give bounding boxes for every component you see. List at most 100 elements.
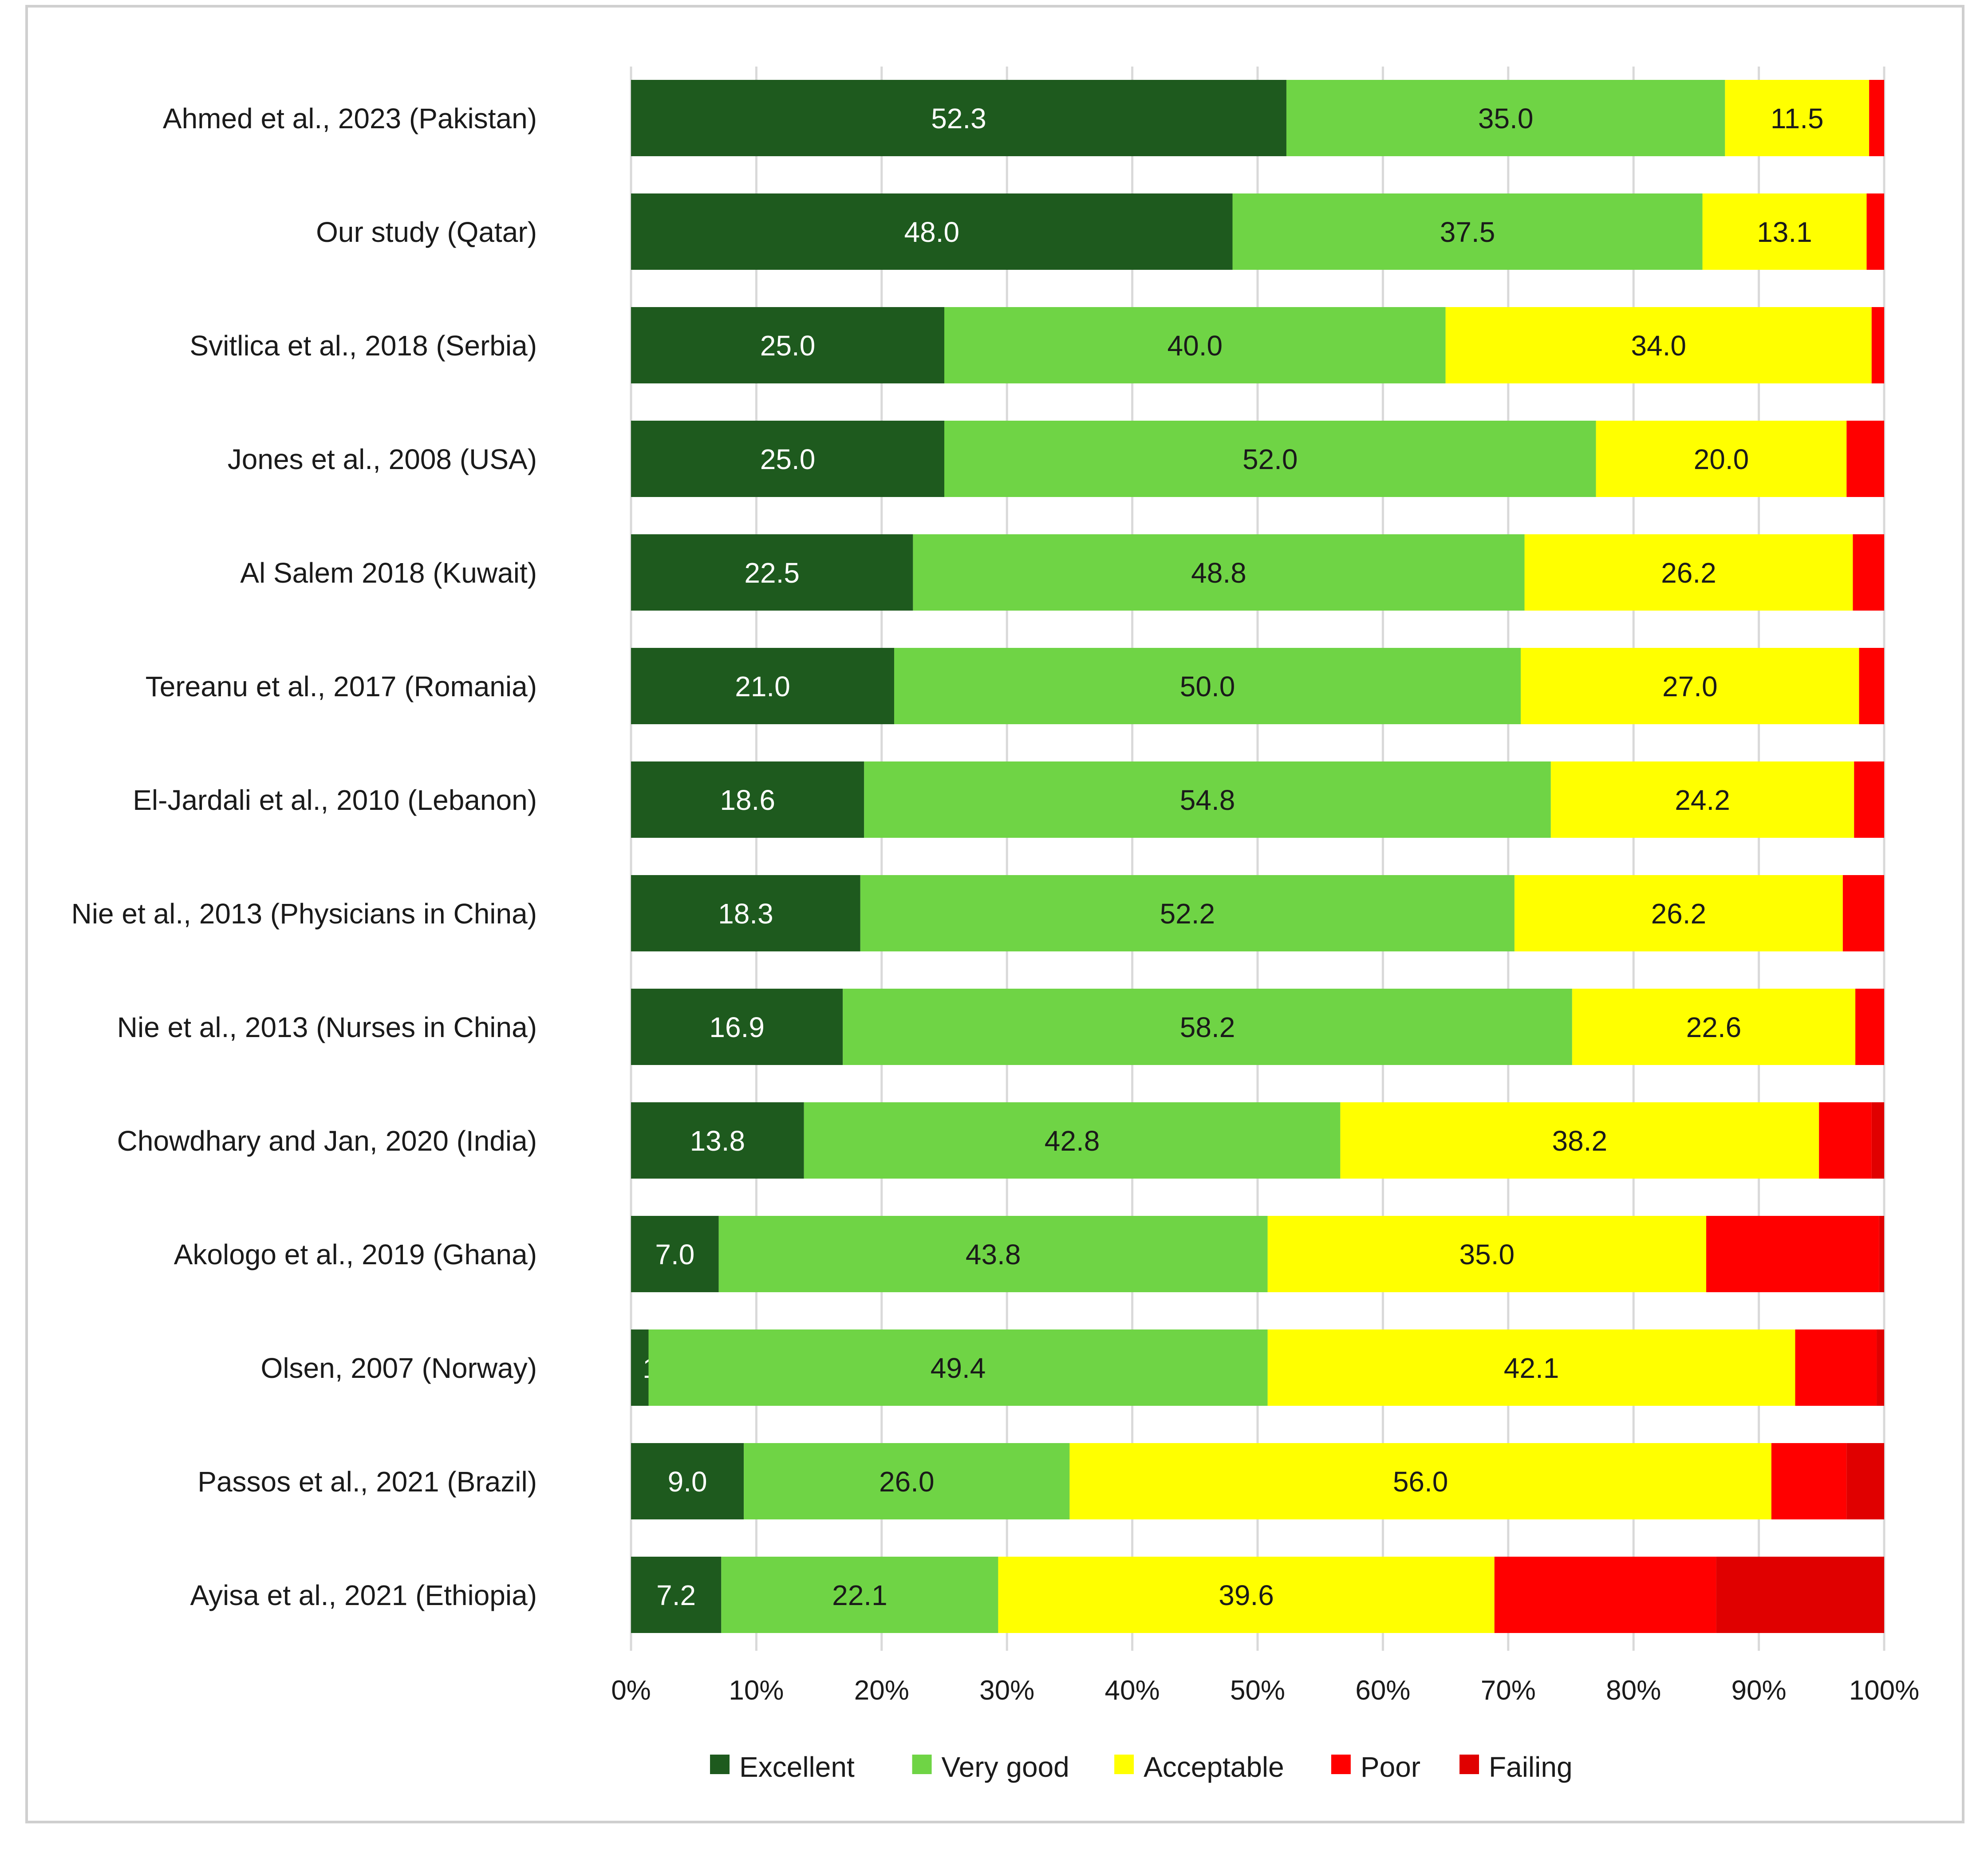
- bar-segment-poor: [1706, 1216, 1879, 1292]
- bar-row: 18.3 52.2 26.2: [631, 875, 1884, 951]
- bar-segment-acceptable: [998, 1557, 1495, 1633]
- bar-segment-acceptable: [1550, 761, 1854, 838]
- data-label: 58.2: [1180, 1011, 1235, 1043]
- legend-label: Very good: [942, 1751, 1069, 1783]
- category-label: Our study (Qatar): [316, 216, 537, 248]
- x-tick-label: 0%: [611, 1675, 651, 1706]
- bar-segment-excellent: [631, 80, 1286, 156]
- legend: Excellent Very good Acceptable Poor Failing: [710, 1751, 1573, 1783]
- category-label: Ahmed et al., 2023 (Pakistan): [163, 103, 537, 134]
- bar-segment-poor: [1869, 80, 1884, 156]
- data-label: 35.0: [1478, 103, 1534, 134]
- bar-segment-acceptable: [1267, 1216, 1706, 1292]
- data-label: 7.0: [655, 1239, 694, 1270]
- category-label: Jones et al., 2008 (USA): [228, 443, 537, 475]
- bar-segment-very-good: [744, 1443, 1070, 1519]
- legend-item: Acceptable: [1114, 1751, 1284, 1783]
- data-label: 38.2: [1552, 1125, 1607, 1157]
- data-label: 26.2: [1651, 898, 1707, 930]
- data-label: 40.0: [1168, 330, 1223, 362]
- data-label: 52.2: [1160, 898, 1215, 930]
- category-label: Passos et al., 2021 (Brazil): [197, 1466, 537, 1498]
- category-label: Olsen, 2007 (Norway): [261, 1352, 537, 1384]
- bar-row: 25.0 40.0 34.0: [631, 307, 1884, 383]
- data-label: 56.0: [1393, 1466, 1448, 1498]
- bar-segment-very-good: [648, 1329, 1268, 1406]
- bar-segment-acceptable: [1340, 1102, 1819, 1179]
- bar-segment-excellent: [631, 1557, 722, 1633]
- bar-segment-acceptable: [1445, 307, 1872, 383]
- bar-segment-acceptable: [1702, 193, 1867, 270]
- bar-segment-poor: [1494, 1557, 1716, 1633]
- bar-row: 16.9 58.2 22.6: [631, 989, 1884, 1065]
- legend-item: Failing: [1459, 1751, 1573, 1783]
- bar-segment-poor: [1846, 421, 1884, 497]
- data-label: 49.4: [931, 1352, 986, 1384]
- bar-segment-poor: [1842, 875, 1884, 951]
- x-axis-tick-labels: 0% 10% 20% 30% 40% 50% 60% 70% 80% 90% 100%: [611, 1675, 1919, 1706]
- bar-row: 22.5 48.8 26.2: [631, 534, 1884, 611]
- bar-segment-acceptable: [1521, 648, 1859, 724]
- x-tick-label: 70%: [1481, 1675, 1536, 1706]
- data-label: 25.0: [760, 443, 816, 475]
- data-label: 52.0: [1242, 443, 1298, 475]
- bar-segment-very-good: [718, 1216, 1268, 1292]
- bar-segment-poor: [1855, 989, 1884, 1065]
- data-label: 26.2: [1661, 557, 1716, 589]
- legend-swatch: [710, 1755, 730, 1774]
- bar-segment-very-good: [1232, 193, 1703, 270]
- category-label: Nie et al., 2013 (Physicians in China): [71, 898, 537, 930]
- bar-segment-acceptable: [1514, 875, 1843, 951]
- x-tick-label: 60%: [1355, 1675, 1410, 1706]
- bar-row: 7.2 22.1 39.6: [631, 1557, 1884, 1633]
- data-label: 7.2: [656, 1579, 696, 1611]
- bar-segment-excellent: [631, 193, 1233, 270]
- category-label: Svitlica et al., 2018 (Serbia): [189, 330, 537, 362]
- data-label: 9.0: [668, 1466, 707, 1498]
- legend-swatch: [1331, 1755, 1351, 1774]
- data-label: 42.1: [1504, 1352, 1559, 1384]
- data-label: 39.6: [1219, 1579, 1274, 1611]
- data-label: 20.0: [1694, 443, 1749, 475]
- bar-segment-excellent: [631, 1443, 744, 1519]
- data-label: 54.8: [1180, 784, 1235, 816]
- bar-segment-excellent: [631, 421, 944, 497]
- legend-swatch: [912, 1755, 932, 1774]
- category-label: Tereanu et al., 2017 (Romania): [146, 671, 537, 702]
- bar-segment-acceptable: [1069, 1443, 1771, 1519]
- bar-segment-excellent: [631, 534, 913, 611]
- data-label: 27.0: [1662, 671, 1718, 702]
- bar-segment-failing: [1716, 1557, 1884, 1633]
- bar-row: 48.0 37.5 13.1: [631, 193, 1884, 270]
- x-tick-label: 90%: [1732, 1675, 1787, 1706]
- bar-segment-very-good: [864, 761, 1551, 838]
- bar-segment-failing: [1879, 1216, 1884, 1292]
- bar-segment-excellent: [631, 989, 843, 1065]
- data-label: 22.5: [744, 557, 800, 589]
- legend-label: Excellent: [739, 1751, 855, 1783]
- bar-segment-failing: [1846, 1443, 1884, 1519]
- bars: 52.3 35.0 11.5 48.0 37.5 13.1 25.0 40.0 34.0 25.0…: [631, 80, 1884, 1633]
- bar-segment-poor: [1853, 534, 1884, 611]
- data-label: 35.0: [1459, 1239, 1515, 1270]
- bar-segment-excellent: [631, 648, 895, 724]
- x-tick-label: 30%: [979, 1675, 1034, 1706]
- x-tick-label: 40%: [1105, 1675, 1160, 1706]
- bar-segment-very-good: [1286, 80, 1725, 156]
- bar-segment-excellent: [631, 875, 860, 951]
- data-label: 21.0: [735, 671, 790, 702]
- data-label: 22.1: [832, 1579, 888, 1611]
- bar-segment-poor: [1859, 648, 1884, 724]
- bar-row: 9.0 26.0 56.0: [631, 1443, 1884, 1519]
- data-label: 43.8: [966, 1239, 1021, 1270]
- bar-segment-acceptable: [1267, 1329, 1795, 1406]
- bar-segment-acceptable: [1596, 421, 1847, 497]
- category-label: Ayisa et al., 2021 (Ethiopia): [190, 1579, 537, 1611]
- data-label: 24.2: [1675, 784, 1730, 816]
- legend-label: Failing: [1489, 1751, 1573, 1783]
- bar-segment-acceptable: [1524, 534, 1853, 611]
- bar-segment-excellent: [631, 307, 944, 383]
- bar-row: 52.3 35.0 11.5: [631, 80, 1884, 156]
